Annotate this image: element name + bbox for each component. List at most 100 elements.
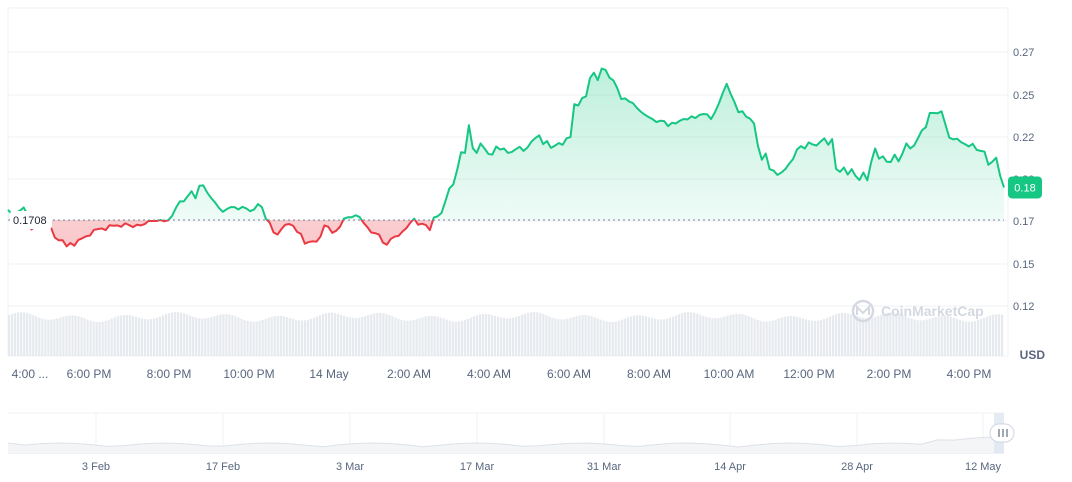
volume-bar [723, 316, 726, 356]
volume-bar [367, 315, 370, 356]
volume-bar [86, 319, 89, 356]
volume-bar [303, 320, 306, 356]
volume-bar [569, 317, 572, 356]
volume-bar [466, 318, 469, 356]
volume-bar [943, 315, 946, 356]
volume-bar [696, 313, 699, 356]
volume-bar [584, 315, 587, 356]
pause-handle-icon[interactable] [989, 423, 1015, 443]
volume-bar [140, 318, 143, 356]
volume-bar [361, 317, 364, 356]
volume-bar [228, 314, 231, 356]
volume-bar [509, 318, 512, 356]
volume-bar [499, 317, 503, 356]
volume-bar [865, 317, 868, 356]
volume-bar [261, 319, 264, 356]
volume-bar [922, 320, 925, 356]
volume-bar [590, 316, 593, 356]
volume-bar [681, 313, 684, 356]
volume-bar [225, 314, 228, 356]
volume-bar [475, 315, 479, 356]
volume-bar [204, 318, 207, 356]
volume-bar [898, 313, 901, 356]
volume-bar [672, 316, 675, 356]
currency-label: USD [1020, 348, 1046, 362]
volume-bar [925, 319, 928, 356]
volume-bar [44, 319, 47, 356]
volume-bar [650, 318, 654, 356]
navigator[interactable]: 3 Feb 17 Feb 3 Mar 17 Mar 31 Mar 14 Apr 28 Apr… [7, 412, 1015, 473]
volume-bar [454, 321, 457, 356]
volume-bar [759, 320, 762, 356]
volume-bar [243, 319, 246, 356]
volume-bar [89, 320, 92, 356]
volume-bar [536, 312, 539, 356]
volume-bar [678, 314, 681, 356]
current-price-label: 0.18 [1014, 182, 1035, 194]
volume-bar [252, 321, 255, 356]
volume-bar [668, 317, 672, 356]
volume-bar [641, 315, 645, 356]
volume-bar [632, 315, 635, 356]
volume-bar [659, 319, 663, 356]
volume-bar [593, 317, 596, 356]
volume-bar [478, 314, 482, 356]
volume-bar [207, 317, 210, 356]
volume-bar [330, 312, 334, 356]
volume-bar [527, 312, 530, 356]
volume-bar [210, 317, 213, 356]
volume-bar [300, 320, 303, 356]
volume-bar [711, 318, 714, 356]
volume-bar [868, 317, 871, 356]
volume-bar [270, 316, 273, 356]
volume-bar [170, 312, 174, 356]
volume-bar [267, 317, 270, 356]
volume-bar [424, 316, 427, 356]
volume-bar [783, 316, 786, 356]
baseline: 0.1708 [8, 210, 1004, 229]
volume-bar [831, 315, 835, 356]
navigator-tick-label: 28 Apr [841, 461, 873, 473]
volume-bar [436, 316, 439, 356]
volume-bar [895, 313, 898, 356]
volume-bar [554, 318, 557, 356]
volume-bar [349, 317, 352, 356]
volume-bar [460, 321, 463, 356]
volume-bar [874, 316, 877, 356]
volume-bar [979, 319, 983, 356]
navigator-tick-label: 17 Feb [206, 461, 240, 473]
volume-bar [765, 321, 768, 356]
coinmarketcap-logo-icon [851, 299, 875, 323]
y-tick-label: 0.12 [1013, 301, 1034, 313]
volume-bar [575, 316, 578, 356]
volume-bar [587, 315, 590, 356]
volume-bar [886, 313, 889, 356]
volume-bar [177, 312, 180, 356]
volume-bar [234, 316, 237, 356]
volume-bar [119, 315, 122, 356]
volume-bar [379, 312, 382, 356]
volume-bar [104, 320, 107, 356]
volume-bar [26, 313, 29, 356]
volume-bar [312, 317, 316, 356]
volume-bar [273, 316, 276, 356]
volume-bar [928, 318, 931, 356]
navigator-history-area [8, 437, 1004, 453]
volume-bar [336, 313, 340, 356]
x-tick-label: 10:00 AM [704, 367, 755, 381]
volume-bar [844, 313, 847, 356]
volume-bar [427, 316, 430, 356]
volume-bar [581, 315, 584, 356]
volume-bar [720, 317, 723, 356]
volume-bar [249, 321, 252, 356]
volume-bar [134, 316, 137, 356]
volume-bar [702, 315, 705, 356]
volume-bar [952, 317, 955, 356]
volume-bar [309, 318, 313, 356]
baseline-label-box [10, 210, 52, 229]
x-tick-label: 14 May [309, 367, 348, 381]
volume-bar [110, 318, 113, 356]
navigator-tick-label: 31 Mar [587, 461, 622, 473]
x-tick-label: 4:00 PM [947, 367, 992, 381]
